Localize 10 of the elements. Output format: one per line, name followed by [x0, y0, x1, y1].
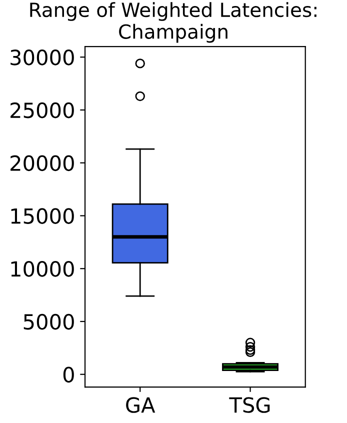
y-tick-label: 15000 — [11, 208, 74, 224]
y-tick-label: 0 — [63, 366, 74, 383]
y-tick-label: 25000 — [10, 102, 74, 118]
chart-title: Range of Weighted Latencies: Champaign — [30, 2, 316, 43]
y-tick-label: 20000 — [10, 155, 74, 172]
y-tick-label: 30000 — [10, 50, 74, 66]
y-tick-label: 5000 — [24, 314, 74, 330]
x-tick-label: GA — [126, 397, 156, 413]
x-tick-label: TSG — [229, 397, 270, 413]
y-tick-label: 10000 — [11, 261, 74, 277]
